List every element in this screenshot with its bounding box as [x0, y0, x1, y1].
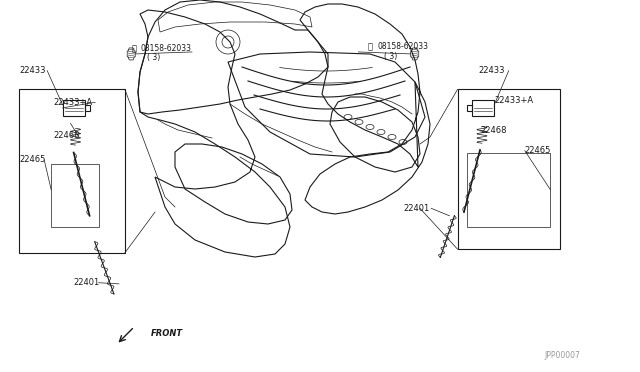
Bar — [467, 153, 550, 227]
Text: 08158-62033: 08158-62033 — [378, 42, 429, 51]
Text: JPP00007: JPP00007 — [544, 351, 580, 360]
Text: 22465: 22465 — [525, 146, 551, 155]
Text: 22468: 22468 — [53, 131, 79, 140]
Text: 22433+A: 22433+A — [53, 98, 92, 107]
Text: FRONT: FRONT — [150, 329, 182, 338]
Bar — [467, 105, 472, 111]
Text: Ⓑ: Ⓑ — [368, 42, 373, 51]
Text: 22465: 22465 — [19, 155, 45, 164]
Text: 08158-62033: 08158-62033 — [141, 44, 192, 53]
Text: ( 3): ( 3) — [147, 53, 161, 62]
Bar — [63, 100, 84, 116]
Bar — [472, 100, 494, 116]
Text: 22433: 22433 — [479, 66, 505, 75]
Bar — [458, 89, 560, 249]
Text: 22433+A: 22433+A — [495, 96, 534, 105]
Text: 22401: 22401 — [403, 204, 429, 213]
Text: 22433: 22433 — [19, 66, 45, 75]
Text: Ⓑ: Ⓑ — [131, 44, 136, 53]
Bar — [84, 105, 90, 111]
Bar — [51, 164, 99, 227]
Text: 22468: 22468 — [480, 126, 506, 135]
Text: ( 3): ( 3) — [384, 52, 397, 61]
Text: 22401: 22401 — [74, 278, 100, 287]
Bar — [19, 89, 125, 253]
